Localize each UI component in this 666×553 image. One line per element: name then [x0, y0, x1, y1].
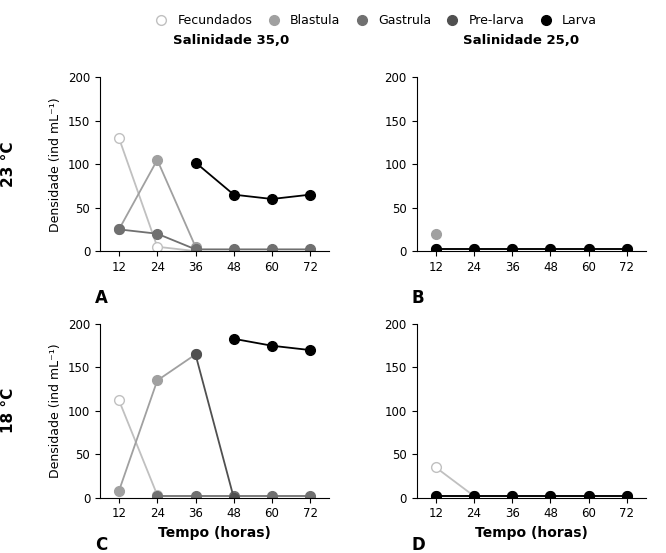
Text: 18 °C: 18 °C	[1, 388, 15, 434]
Text: 23 °C: 23 °C	[1, 142, 15, 187]
X-axis label: Tempo (horas): Tempo (horas)	[475, 526, 587, 540]
Text: B: B	[412, 289, 425, 307]
Y-axis label: Densidade (ind mL⁻¹): Densidade (ind mL⁻¹)	[49, 343, 63, 478]
Text: A: A	[95, 289, 108, 307]
Text: C: C	[95, 536, 108, 553]
Y-axis label: Densidade (ind mL⁻¹): Densidade (ind mL⁻¹)	[49, 97, 63, 232]
Text: Salinidade 25,0: Salinidade 25,0	[463, 34, 579, 47]
Legend: Fecundados, Blastula, Gastrula, Pre-larva, Larva: Fecundados, Blastula, Gastrula, Pre-larv…	[144, 9, 602, 32]
Text: Salinidade 35,0: Salinidade 35,0	[173, 34, 290, 47]
X-axis label: Tempo (horas): Tempo (horas)	[159, 526, 271, 540]
Text: D: D	[412, 536, 426, 553]
